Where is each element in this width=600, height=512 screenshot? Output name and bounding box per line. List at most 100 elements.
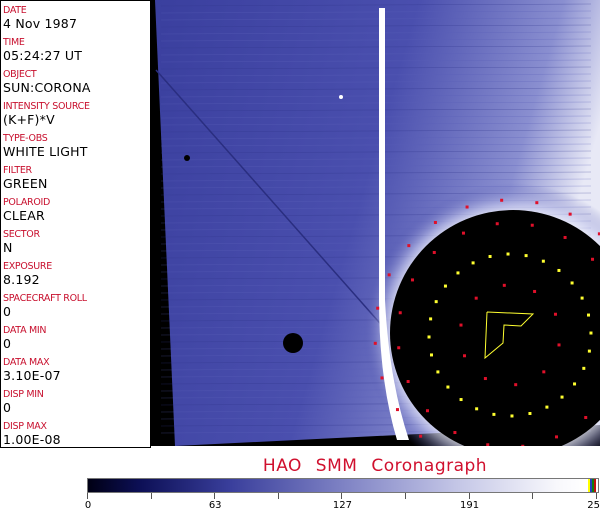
field-value: 1.00E-08	[3, 432, 61, 447]
colorbar-overlay-colors	[588, 479, 596, 492]
yellow-grid-dot	[434, 300, 438, 304]
red-grid-dot	[376, 306, 380, 310]
yellow-grid-dot	[459, 398, 463, 402]
red-grid-dot	[584, 416, 588, 420]
scan-line	[160, 157, 592, 161]
yellow-grid-dot	[429, 353, 433, 357]
red-grid-dot	[474, 296, 478, 300]
field-label: INTENSITY SOURCE	[3, 101, 90, 112]
yellow-grid-dot	[488, 254, 492, 258]
field-label: POLAROID	[3, 197, 51, 208]
colorbar-tick	[405, 493, 406, 499]
red-grid-dot	[533, 289, 537, 293]
yellow-grid-dot	[560, 395, 564, 399]
field-value: 05:24:27 UT	[3, 48, 83, 63]
field-value: 0	[3, 336, 12, 351]
colorbar-tick	[87, 493, 88, 499]
scan-line	[160, 115, 592, 119]
scan-line	[160, 136, 592, 140]
field-label: TYPE-OBS	[3, 133, 48, 144]
scan-line	[160, 143, 592, 147]
colorbar-tick	[341, 493, 343, 499]
field-label: DATA MAX	[3, 357, 50, 368]
field-value: 8.192	[3, 272, 40, 287]
field-label: EXPOSURE	[3, 261, 52, 272]
colorbar-tick-label: 255	[587, 500, 600, 511]
yellow-grid-dot	[429, 317, 433, 321]
colorbar-tick-label: 63	[208, 500, 222, 511]
red-grid-dot	[563, 235, 567, 239]
red-grid-dot	[387, 273, 391, 277]
red-grid-dot	[535, 201, 539, 205]
red-grid-dot	[521, 444, 525, 446]
coronagraph-image[interactable]	[151, 0, 600, 446]
yellow-grid-dot	[587, 349, 591, 353]
red-grid-dot	[410, 278, 414, 282]
instrument-title: HAO SMM Coronagraph	[262, 456, 488, 476]
yellow-grid-dot	[570, 281, 574, 285]
bright-speck	[339, 95, 343, 99]
red-grid-dot	[433, 220, 437, 224]
colorbar-tick	[595, 493, 597, 499]
scan-line	[160, 3, 592, 7]
red-grid-dot	[500, 198, 504, 202]
field-value: (K+F)*V	[3, 112, 55, 127]
field-label: SECTOR	[3, 229, 40, 240]
red-grid-dot	[406, 380, 410, 384]
color-bar	[87, 478, 599, 493]
scan-line	[160, 150, 592, 154]
scan-line	[160, 171, 592, 175]
scan-line	[160, 10, 592, 14]
red-grid-dot	[425, 409, 429, 413]
field-label: DATA MIN	[3, 325, 47, 336]
field-value: N	[3, 240, 13, 255]
field-label: DISP MIN	[3, 389, 44, 400]
solar-north-pointer	[484, 311, 535, 360]
yellow-grid-dot	[589, 331, 593, 335]
yellow-grid-dot	[456, 271, 460, 275]
yellow-grid-dot	[427, 335, 431, 339]
yellow-grid-dot	[443, 284, 447, 288]
yellow-grid-dot	[573, 382, 577, 386]
scan-line	[160, 80, 592, 84]
red-grid-dot	[495, 222, 499, 226]
red-grid-dot	[380, 376, 384, 380]
occulter-pylon-streak	[379, 8, 409, 440]
yellow-grid-dot	[492, 412, 496, 416]
yellow-grid-dot	[582, 366, 586, 370]
scan-line	[160, 73, 592, 77]
red-grid-dot	[542, 370, 546, 374]
red-grid-dot	[459, 323, 463, 327]
field-label: DISP MAX	[3, 421, 47, 432]
scan-line	[160, 24, 592, 28]
yellow-grid-dot	[587, 313, 591, 317]
field-value: GREEN	[3, 176, 48, 191]
red-grid-dot	[486, 443, 490, 446]
scan-line	[160, 17, 592, 21]
colorbar-tick-label: 0	[84, 500, 92, 511]
red-grid-dot	[419, 434, 423, 438]
yellow-grid-dot	[475, 407, 479, 411]
red-grid-dot	[530, 223, 534, 227]
red-grid-dot	[597, 232, 600, 236]
scan-line	[160, 52, 592, 56]
red-grid-dot	[557, 343, 561, 347]
field-value: 0	[3, 400, 12, 415]
colorbar-tick	[150, 493, 152, 499]
field-value: 0	[3, 304, 12, 319]
red-grid-dot	[553, 312, 557, 316]
yellow-grid-dot	[510, 414, 514, 418]
red-grid-dot	[463, 354, 467, 358]
header-info-panel: DATE 4 Nov 1987 TIME 05:24:27 UT OBJECT SUN:C…	[0, 0, 151, 448]
dust-spot	[184, 155, 190, 161]
red-grid-dot	[514, 383, 518, 387]
field-label: DATE	[3, 5, 27, 16]
scan-line	[160, 45, 592, 49]
overlay-grid-dots	[373, 198, 600, 446]
yellow-grid-dot	[446, 385, 450, 389]
occulter-disk	[390, 210, 600, 446]
field-value: SUN:CORONA	[3, 80, 91, 95]
scan-line	[160, 66, 592, 70]
scan-line	[160, 122, 592, 126]
yellow-grid-dot	[471, 261, 475, 265]
